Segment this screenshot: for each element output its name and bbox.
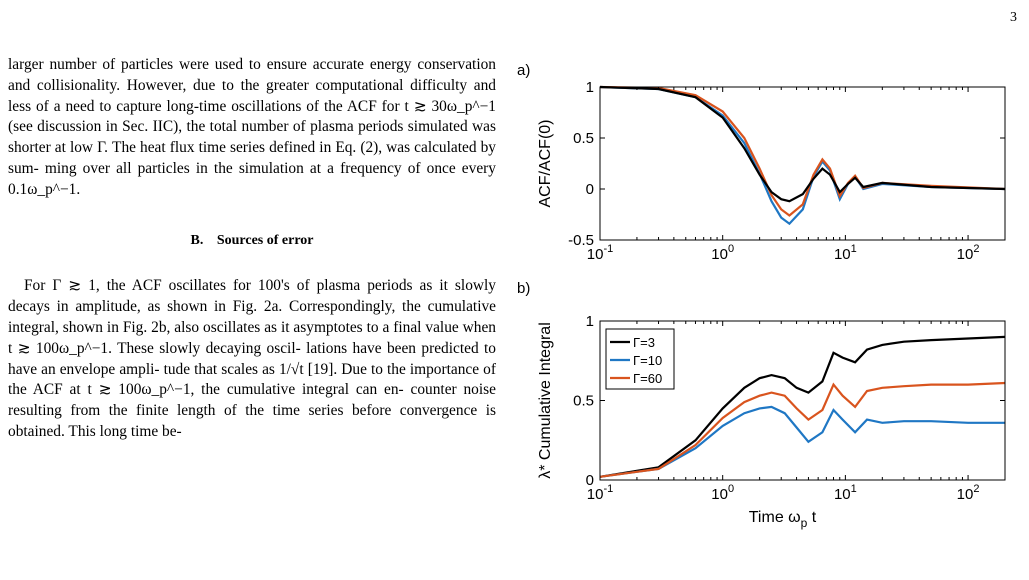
- x-tick-label: 101: [834, 243, 857, 263]
- paragraph-2-line: periods as it slowly decays in amplitude…: [8, 277, 496, 316]
- paragraph-2-line: counter noise resulting from the finite …: [8, 381, 496, 420]
- paragraph-1-line: the greater computational difficulty and…: [8, 76, 496, 115]
- y-axis-label: λ* Cumulative Integral: [537, 322, 554, 479]
- paragraph-2-line: the ACF at t ≳ 100ω_p^−1, the cumulative…: [8, 381, 404, 399]
- y-tick-label: -0.5: [568, 232, 594, 249]
- paragraph-2-line: value when t ≳ 100ω_p^−1. These slowly d…: [8, 318, 496, 357]
- section-title: Sources of error: [216, 232, 314, 248]
- series-line: [599, 381, 1006, 478]
- section-number: B.: [190, 232, 204, 248]
- x-tick-label: 101: [834, 483, 857, 503]
- y-tick-label: 0: [586, 472, 594, 489]
- paragraph-1-line: (see discussion in Sec. IIC), the total …: [8, 118, 354, 136]
- paragraph-1-line: periods simulated was shorter at low Γ. …: [8, 118, 496, 157]
- paragraph-2-line: lations have been predicted to have an e…: [8, 339, 496, 378]
- paragraph-2-line: in Fig. 2b, also oscillates as it asympt…: [106, 318, 422, 336]
- paragraph-2-line: Fig. 2a. Correspondingly, the cumulative…: [8, 298, 496, 336]
- y-axis-label: ACF/ACF(0): [537, 120, 554, 208]
- x-tick-label: 10-1: [587, 483, 613, 503]
- left-text-column: larger number of particles were used to …: [8, 55, 496, 443]
- series-line: [599, 405, 1005, 478]
- panel-label: b): [517, 280, 530, 297]
- x-tick-label: 100: [711, 243, 734, 263]
- axes-frame: [599, 86, 1006, 241]
- paragraph-2-line: series before convergence is obtained. T…: [8, 402, 496, 440]
- paragraph-2: For Γ ≳ 1, the ACF oscillates for 100's …: [8, 276, 496, 442]
- paragraph-1-line: time series defined in Eq. (2), was calc…: [8, 139, 496, 177]
- paragraph-1-line: larger number of particles were used to …: [8, 56, 365, 73]
- series-line: [599, 335, 1006, 478]
- legend-entry: Γ=10: [633, 353, 662, 368]
- paragraph-2-line: For Γ ≳ 1, the ACF oscillates for 100's …: [24, 277, 361, 295]
- figure-2: a) 10-1 100 101 102 -0.5 0 0.5 1 ACF/ACF(0) b) 10-1…: [515, 55, 1015, 580]
- x-tick-label: 102: [957, 483, 980, 503]
- y-tick-label: 0: [586, 181, 594, 198]
- x-tick-label: 10-1: [587, 243, 613, 263]
- x-axis-label: Time ωp t: [749, 509, 817, 530]
- y-tick-label: 1: [586, 313, 594, 330]
- series-line: [599, 85, 1006, 217]
- paragraph-2-line: tude that scales as 1/√t [19]. Due to th…: [163, 360, 496, 378]
- y-tick-label: 0.5: [573, 393, 594, 410]
- x-tick-label: 102: [957, 243, 980, 263]
- section-heading: B. Sources of error: [8, 231, 496, 252]
- paragraph-1-line: capture long-time oscillations of the AC…: [116, 97, 497, 115]
- paragraph-1-line: energy conservation and collisionality. …: [8, 56, 496, 94]
- x-tick-label: 100: [711, 483, 734, 503]
- paragraph-1: larger number of particles were used to …: [8, 55, 496, 201]
- y-tick-label: 0.5: [573, 130, 594, 147]
- series-line: [599, 85, 1006, 203]
- paragraph-1-line: of once every 0.1ω_p^−1.: [8, 159, 496, 198]
- panel-label: a): [517, 62, 530, 79]
- y-tick-label: 1: [586, 79, 594, 96]
- legend-entry: Γ=60: [633, 371, 662, 386]
- paragraph-1-line: ming over all particles in the simulatio…: [44, 159, 402, 177]
- figure-svg: a) 10-1 100 101 102 -0.5 0 0.5 1 ACF/ACF(0) b) 10-1…: [517, 62, 1006, 530]
- legend-entry: Γ=3: [633, 335, 655, 350]
- page-number: 3: [1010, 10, 1017, 25]
